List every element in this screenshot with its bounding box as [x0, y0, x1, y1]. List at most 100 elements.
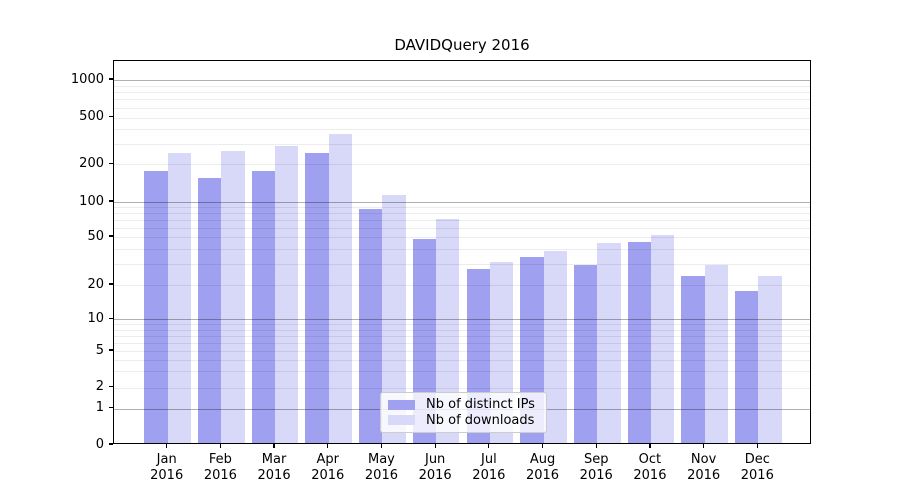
gridline-major	[114, 80, 810, 81]
x-tick-label-aug: Aug 2016	[525, 452, 560, 483]
gridline-minor	[114, 248, 810, 250]
grid-layer	[114, 61, 810, 443]
x-tick-label-jun: Jun 2016	[418, 452, 452, 483]
x-tick-mark	[166, 444, 168, 448]
x-tick-label-oct: Oct 2016	[633, 452, 667, 483]
y-tick-label: 20	[87, 276, 104, 292]
x-tick-mark	[541, 444, 544, 448]
bar-downloads-feb	[221, 150, 245, 443]
x-tick-label-jul: Jul 2016	[472, 452, 506, 483]
gridline-minor	[114, 387, 810, 389]
gridline-minor	[114, 164, 810, 166]
y-tick-mark	[109, 115, 113, 118]
x-tick-label-may: May 2016	[364, 452, 398, 483]
bar-downloads-jan	[167, 153, 191, 443]
y-tick-label: 500	[79, 109, 104, 124]
y-tick-mark	[109, 78, 113, 80]
gridline-minor	[114, 220, 810, 221]
gridline-minor	[114, 371, 810, 373]
bar-downloads-apr	[328, 134, 353, 443]
x-tick-label-dec: Dec 2016	[740, 452, 774, 483]
y-tick-mark	[109, 385, 113, 388]
gridline-minor	[114, 143, 810, 145]
legend-swatch-distinct-ips	[388, 399, 415, 410]
gridline-minor	[114, 329, 810, 331]
bar-downloads-aug	[543, 250, 567, 443]
y-tick-label: 2	[95, 379, 104, 394]
plot-area	[113, 60, 811, 444]
bar-downloads-nov	[704, 265, 728, 443]
x-tick-label-feb: Feb 2016	[203, 452, 237, 483]
y-tick-label: 50	[87, 228, 104, 244]
x-tick-label-sep: Sep 2016	[579, 452, 613, 483]
legend-swatch-downloads	[388, 415, 415, 426]
legend: Nb of distinct IPs Nb of downloads	[380, 392, 547, 433]
gridline-minor	[114, 85, 810, 87]
gridline-minor	[114, 285, 810, 286]
y-tick-mark	[109, 283, 113, 285]
x-tick-label-jan: Jan 2016	[150, 452, 184, 483]
bar-distinct-ips-nov	[681, 275, 705, 443]
bar-distinct-ips-sep	[573, 265, 598, 443]
gridline-minor	[114, 237, 810, 238]
x-tick-mark	[488, 444, 490, 448]
x-tick-label-nov: Nov 2016	[687, 452, 721, 483]
x-tick-mark	[273, 444, 275, 448]
bar-downloads-may	[382, 194, 406, 443]
x-tick-label-mar: Mar 2016	[257, 452, 291, 483]
bar-distinct-ips-oct	[627, 241, 651, 443]
x-tick-mark	[595, 444, 597, 448]
gridline-minor	[114, 213, 810, 215]
x-tick-mark	[327, 444, 329, 448]
bar-distinct-ips-apr	[305, 153, 329, 443]
y-tick-label: 0	[95, 436, 104, 452]
legend-label-downloads: Nb of downloads	[426, 412, 535, 428]
bar-downloads-sep	[597, 242, 621, 443]
y-tick-mark	[109, 407, 113, 409]
x-tick-mark	[219, 444, 221, 448]
y-tick-mark	[109, 200, 113, 202]
bar-distinct-ips-dec	[735, 291, 759, 443]
x-tick-mark	[380, 444, 383, 448]
y-tick-label: 5	[95, 342, 104, 358]
gridline-minor	[114, 351, 810, 352]
y-tick-mark	[109, 235, 113, 237]
y-tick-label: 1	[95, 400, 104, 416]
bar-downloads-oct	[650, 235, 675, 443]
y-tick-label: 100	[79, 193, 104, 209]
gridline-minor	[114, 207, 810, 209]
x-tick-label-apr: Apr 2016	[311, 452, 345, 483]
y-tick-mark	[109, 443, 113, 445]
y-tick-label: 1000	[70, 71, 104, 87]
legend-label-distinct-ips: Nb of distinct IPs	[426, 397, 535, 413]
bar-distinct-ips-may	[359, 208, 383, 443]
gridline-minor	[114, 117, 810, 119]
x-tick-mark	[756, 444, 758, 448]
y-tick-label: 200	[79, 155, 104, 171]
y-tick-label: 10	[87, 310, 104, 326]
legend-item-downloads: Nb of downloads	[388, 413, 538, 429]
gridline-major	[114, 202, 810, 203]
gridline-minor	[114, 359, 810, 361]
gridline-minor	[114, 227, 810, 229]
bar-distinct-ips-feb	[198, 177, 222, 443]
chart-title: DAVIDQuery 2016	[394, 36, 530, 54]
gridline-minor	[114, 342, 810, 344]
legend-item-distinct-ips: Nb of distinct IPs	[388, 397, 538, 413]
bar-downloads-jun	[436, 218, 460, 443]
gridline-minor	[114, 263, 810, 265]
bar-distinct-ips-jan	[144, 171, 168, 443]
bar-downloads-mar	[275, 146, 299, 443]
x-tick-mark	[703, 444, 705, 448]
y-tick-mark	[109, 349, 113, 351]
gridline-minor	[114, 92, 810, 94]
gridline-major	[114, 319, 810, 321]
y-tick-mark	[109, 317, 113, 319]
gridline-minor	[114, 107, 810, 109]
gridline-minor	[114, 128, 810, 130]
gridline-minor	[114, 324, 810, 326]
bar-downloads-dec	[758, 275, 782, 443]
